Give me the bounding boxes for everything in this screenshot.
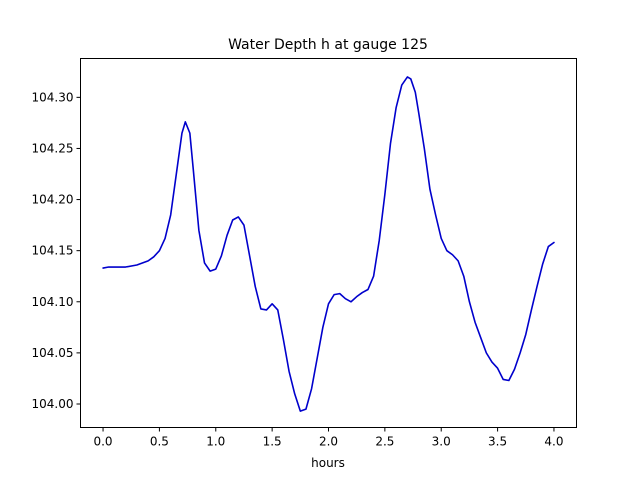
x-axis-label: hours	[311, 456, 345, 470]
y-tick-label: 104.30	[32, 90, 74, 104]
x-tick-label: 0.0	[93, 435, 112, 449]
chart-title: Water Depth h at gauge 125	[228, 37, 428, 53]
series-line	[102, 76, 555, 412]
x-tick-label: 3.5	[488, 435, 507, 449]
x-tick-label: 3.0	[432, 435, 451, 449]
y-axis: 104.00 104.05 104.10 104.15 104.20 104.25 104.…	[32, 90, 81, 411]
x-tick-label: 1.5	[263, 435, 282, 449]
y-tick-label: 104.15	[32, 244, 74, 258]
plot-frame	[80, 58, 577, 428]
x-tick-label: 2.0	[319, 435, 338, 449]
x-axis: 0.0 0.5 1.0 1.5 2.0 2.5 3.0 3.5 4.0	[93, 427, 564, 449]
y-tick-label: 104.25	[32, 141, 74, 155]
x-tick-label: 0.5	[150, 435, 169, 449]
y-tick-label: 104.05	[32, 346, 74, 360]
x-tick-label: 1.0	[206, 435, 225, 449]
y-tick-label: 104.00	[32, 397, 74, 411]
x-tick-label: 4.0	[544, 435, 563, 449]
y-tick-label: 104.10	[32, 295, 74, 309]
x-tick-label: 2.5	[375, 435, 394, 449]
plot-area	[102, 76, 555, 412]
y-tick-label: 104.20	[32, 193, 74, 207]
